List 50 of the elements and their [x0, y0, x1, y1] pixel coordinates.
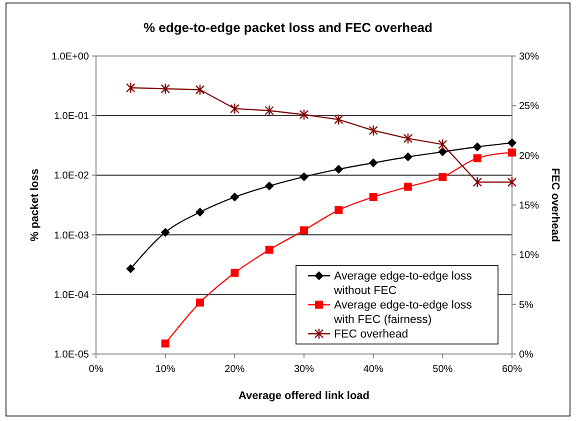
y2-axis-title: FEC overhead	[549, 168, 561, 242]
point	[196, 208, 204, 217]
point	[230, 268, 239, 277]
point	[508, 148, 516, 157]
point	[334, 164, 344, 174]
point	[265, 246, 274, 254]
y2-tick-label: 20%	[519, 150, 540, 162]
legend-label: Average edge-to-edge loss without FEC	[333, 270, 472, 297]
point	[300, 172, 308, 182]
y2-tick-label: 30%	[519, 52, 540, 62]
y2-tick-label: 10%	[519, 250, 540, 262]
point	[404, 182, 412, 191]
x-tick-label: 60%	[502, 364, 522, 375]
y-tick-label: 1.0E-03	[54, 230, 90, 242]
point	[126, 264, 136, 274]
point	[369, 193, 378, 202]
y2-tick-label: 0%	[519, 350, 534, 360]
x-tick-label: 50%	[432, 364, 453, 375]
point	[473, 154, 482, 162]
point	[160, 228, 170, 237]
y-tick-label: 1.0E-02	[54, 170, 90, 182]
point	[230, 192, 240, 202]
y-tick-label: 1.0E-01	[54, 111, 90, 122]
x-axis-title: Average offered link load	[238, 390, 370, 402]
point	[196, 298, 204, 307]
point	[404, 152, 412, 162]
point	[438, 173, 447, 182]
point	[334, 206, 343, 214]
x-tick-label: 40%	[363, 364, 384, 375]
y-tick-label: 1.0E+00	[51, 52, 90, 62]
x-tick-label: 0%	[88, 364, 104, 375]
y-tick-label: 1.0E-04	[54, 290, 90, 301]
point	[161, 340, 170, 348]
point	[300, 226, 308, 234]
y-axis-title: % packet loss	[29, 168, 41, 242]
legend-label: FEC overhead	[334, 328, 408, 340]
point	[264, 181, 274, 190]
point	[368, 158, 378, 168]
x-tick-label: 20%	[224, 364, 245, 375]
y2-tick-label: 5%	[519, 300, 534, 311]
y-tick-label: 1.0E-05	[54, 350, 90, 360]
x-tick-label: 10%	[155, 364, 176, 375]
point	[508, 138, 516, 148]
y2-tick-label: 25%	[519, 101, 540, 112]
point	[438, 147, 448, 156]
chart-title: % edge-to-edge packet loss and FEC overhead	[144, 20, 433, 35]
legend-label: Average edge-to-edge loss with FEC (fairness)	[333, 300, 472, 326]
x-tick-label: 30%	[294, 364, 314, 375]
y2-tick-label: 15%	[519, 200, 540, 212]
point	[472, 142, 482, 152]
